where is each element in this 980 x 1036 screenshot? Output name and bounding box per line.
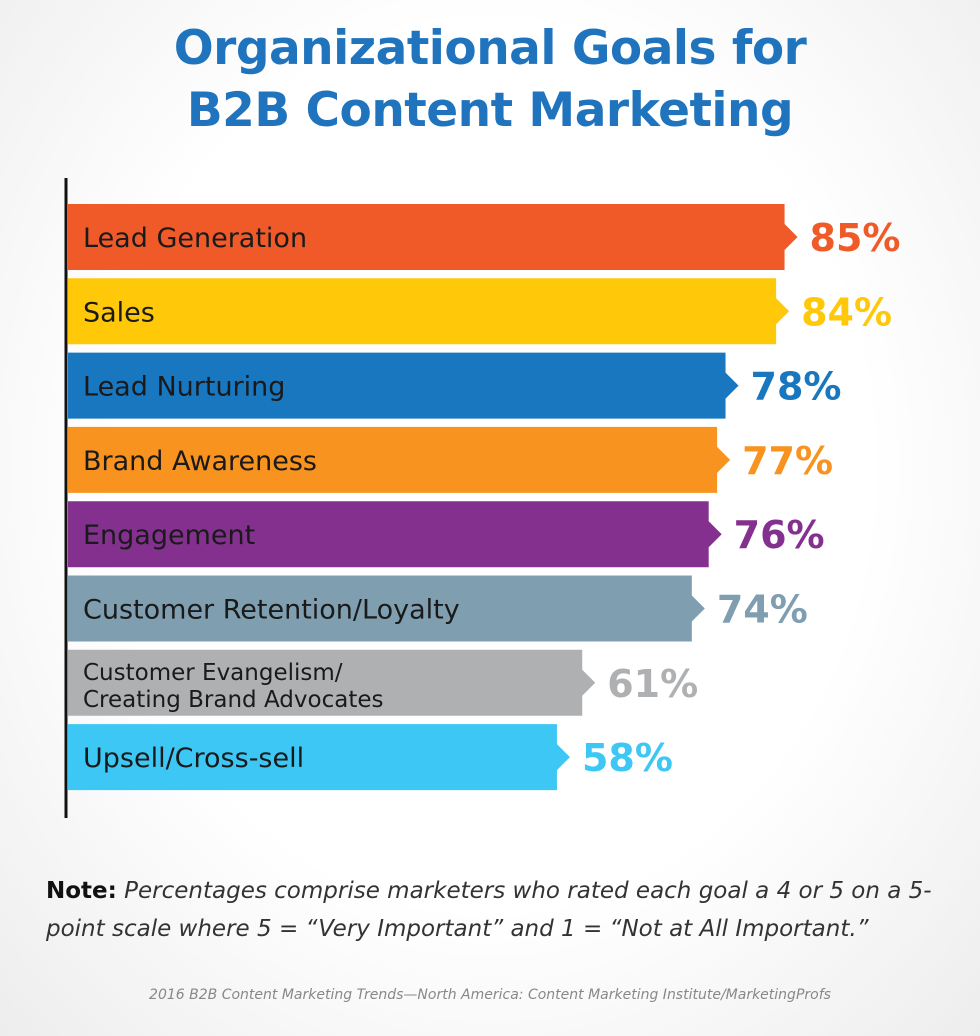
note-head: Note: bbox=[46, 878, 117, 904]
bar-6 bbox=[68, 649, 596, 716]
bar-3 bbox=[68, 426, 731, 493]
chart-title-line-2: B2B Content Marketing bbox=[186, 83, 794, 138]
bar-5 bbox=[68, 575, 705, 642]
note-body: Percentages comprise marketers who rated… bbox=[46, 878, 932, 942]
value-label-5: 74% bbox=[717, 588, 808, 632]
value-label-6: 61% bbox=[607, 662, 698, 706]
value-label-2: 78% bbox=[751, 365, 842, 409]
value-label-4: 76% bbox=[734, 513, 825, 557]
bar-label-0: Lead Generation bbox=[83, 223, 307, 254]
bar-0 bbox=[68, 204, 798, 270]
bar-label-line-6-1: Creating Brand Advocates bbox=[83, 687, 383, 713]
bar-label-2: Lead Nurturing bbox=[83, 372, 285, 403]
note: Note: Percentages comprise marketers who… bbox=[46, 872, 956, 948]
bar-label-4: Engagement bbox=[83, 520, 255, 551]
chart-title-line-1: Organizational Goals for bbox=[173, 21, 807, 76]
value-label-3: 77% bbox=[742, 439, 833, 483]
bar-1 bbox=[68, 278, 790, 345]
value-label-0: 85% bbox=[810, 216, 901, 260]
bar-label-7: Upsell/Cross-sell bbox=[83, 743, 304, 774]
value-label-1: 84% bbox=[801, 290, 892, 334]
value-label-7: 58% bbox=[582, 736, 673, 780]
bar-4 bbox=[68, 501, 722, 568]
bar-2 bbox=[68, 352, 739, 419]
bar-label-3: Brand Awareness bbox=[83, 446, 317, 477]
bar-label-1: Sales bbox=[83, 297, 155, 328]
bar-label-line-6-0: Customer Evangelism/ bbox=[83, 660, 343, 686]
bar-7 bbox=[68, 724, 570, 791]
chart-title: Organizational Goals for B2B Content Mar… bbox=[0, 18, 980, 142]
bar-label-6: Customer Evangelism/Creating Brand Advoc… bbox=[83, 660, 383, 713]
bar-label-5: Customer Retention/Loyalty bbox=[83, 595, 460, 626]
source-credit: 2016 B2B Content Marketing Trends—North … bbox=[149, 987, 831, 1003]
